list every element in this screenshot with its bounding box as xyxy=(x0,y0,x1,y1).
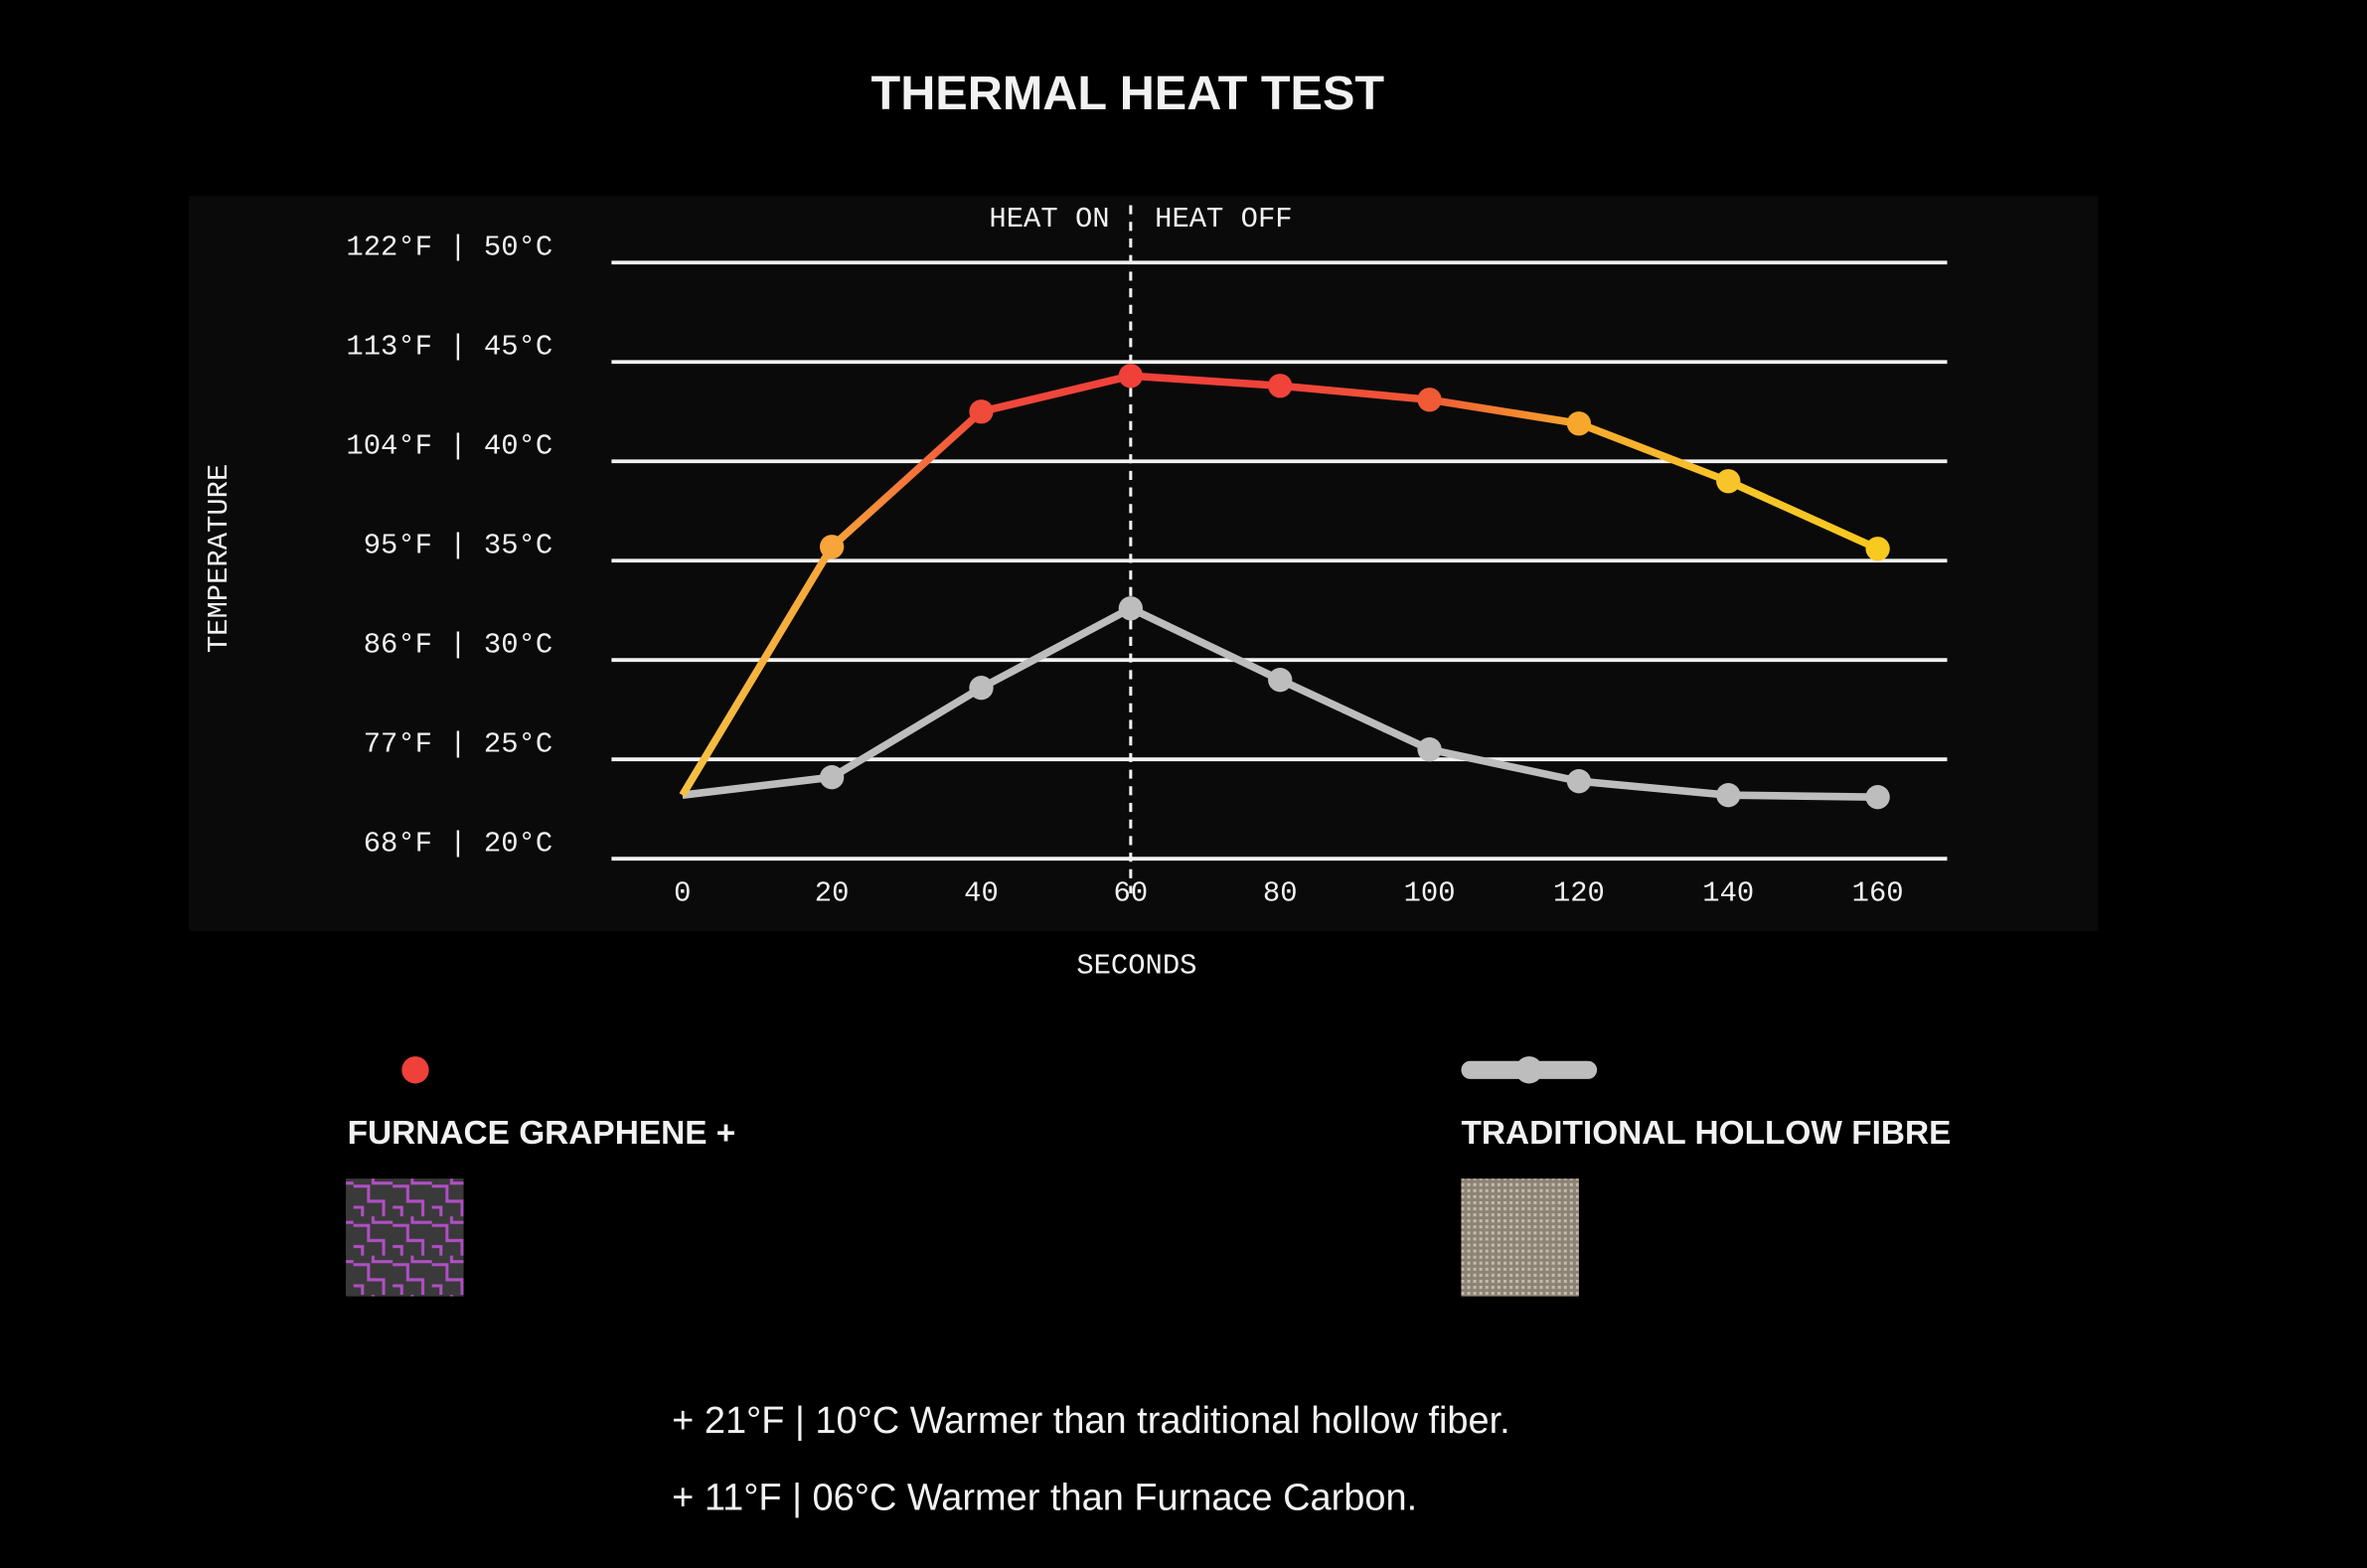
data-point xyxy=(819,535,845,559)
x-tick-label: 100 xyxy=(1404,877,1456,910)
x-tick-label: 140 xyxy=(1702,877,1754,910)
y-tick-label: 86°F | 30°C xyxy=(364,629,552,662)
data-point xyxy=(1417,737,1442,762)
data-point xyxy=(969,676,994,701)
y-tick-label: 122°F | 50°C xyxy=(346,232,552,264)
chart-title: THERMAL HEAT TEST xyxy=(871,67,1385,120)
y-axis-label: TEMPERATURE xyxy=(203,464,236,653)
y-tick-label: 77°F | 25°C xyxy=(364,728,552,761)
data-point xyxy=(1566,769,1592,794)
annotation-heat-off: HEAT OFF xyxy=(1155,203,1292,235)
data-point xyxy=(1118,364,1143,389)
note: + 11°F | 06°C Warmer than Furnace Carbon… xyxy=(672,1478,1417,1519)
x-tick-label: 60 xyxy=(1114,877,1149,910)
y-tick-label: 95°F | 35°C xyxy=(364,530,552,562)
material-swatch xyxy=(346,1178,464,1297)
x-tick-label: 20 xyxy=(815,877,850,910)
legend-swatch-dot xyxy=(401,1056,429,1084)
data-point xyxy=(1716,469,1741,494)
legend-label: TRADITIONAL HOLLOW FIBRE xyxy=(1461,1115,1951,1152)
y-tick-label: 68°F | 20°C xyxy=(364,828,552,861)
data-point xyxy=(1865,785,1890,810)
x-tick-label: 0 xyxy=(674,877,691,910)
legend-swatch-dot xyxy=(1515,1056,1543,1084)
x-axis-label: SECONDS xyxy=(1076,950,1196,983)
data-point xyxy=(1118,596,1143,621)
data-point xyxy=(1716,783,1741,808)
data-point xyxy=(1566,411,1592,436)
annotation-heat-on: HEAT ON xyxy=(989,203,1109,235)
y-tick-label: 113°F | 45°C xyxy=(346,331,552,364)
data-point xyxy=(1865,537,1890,561)
data-point xyxy=(969,399,994,424)
x-tick-label: 120 xyxy=(1553,877,1605,910)
x-tick-label: 160 xyxy=(1852,877,1904,910)
data-point xyxy=(1417,388,1442,412)
note: + 21°F | 10°C Warmer than traditional ho… xyxy=(672,1400,1510,1442)
data-point xyxy=(1268,668,1293,693)
legend-label: FURNACE GRAPHENE + xyxy=(348,1115,736,1152)
data-point xyxy=(819,765,845,790)
data-point xyxy=(1268,374,1293,398)
x-tick-label: 40 xyxy=(964,877,999,910)
x-tick-label: 80 xyxy=(1263,877,1298,910)
y-tick-label: 104°F | 40°C xyxy=(346,430,552,463)
chart-panel xyxy=(189,196,2099,932)
material-swatch xyxy=(1461,1178,1579,1297)
